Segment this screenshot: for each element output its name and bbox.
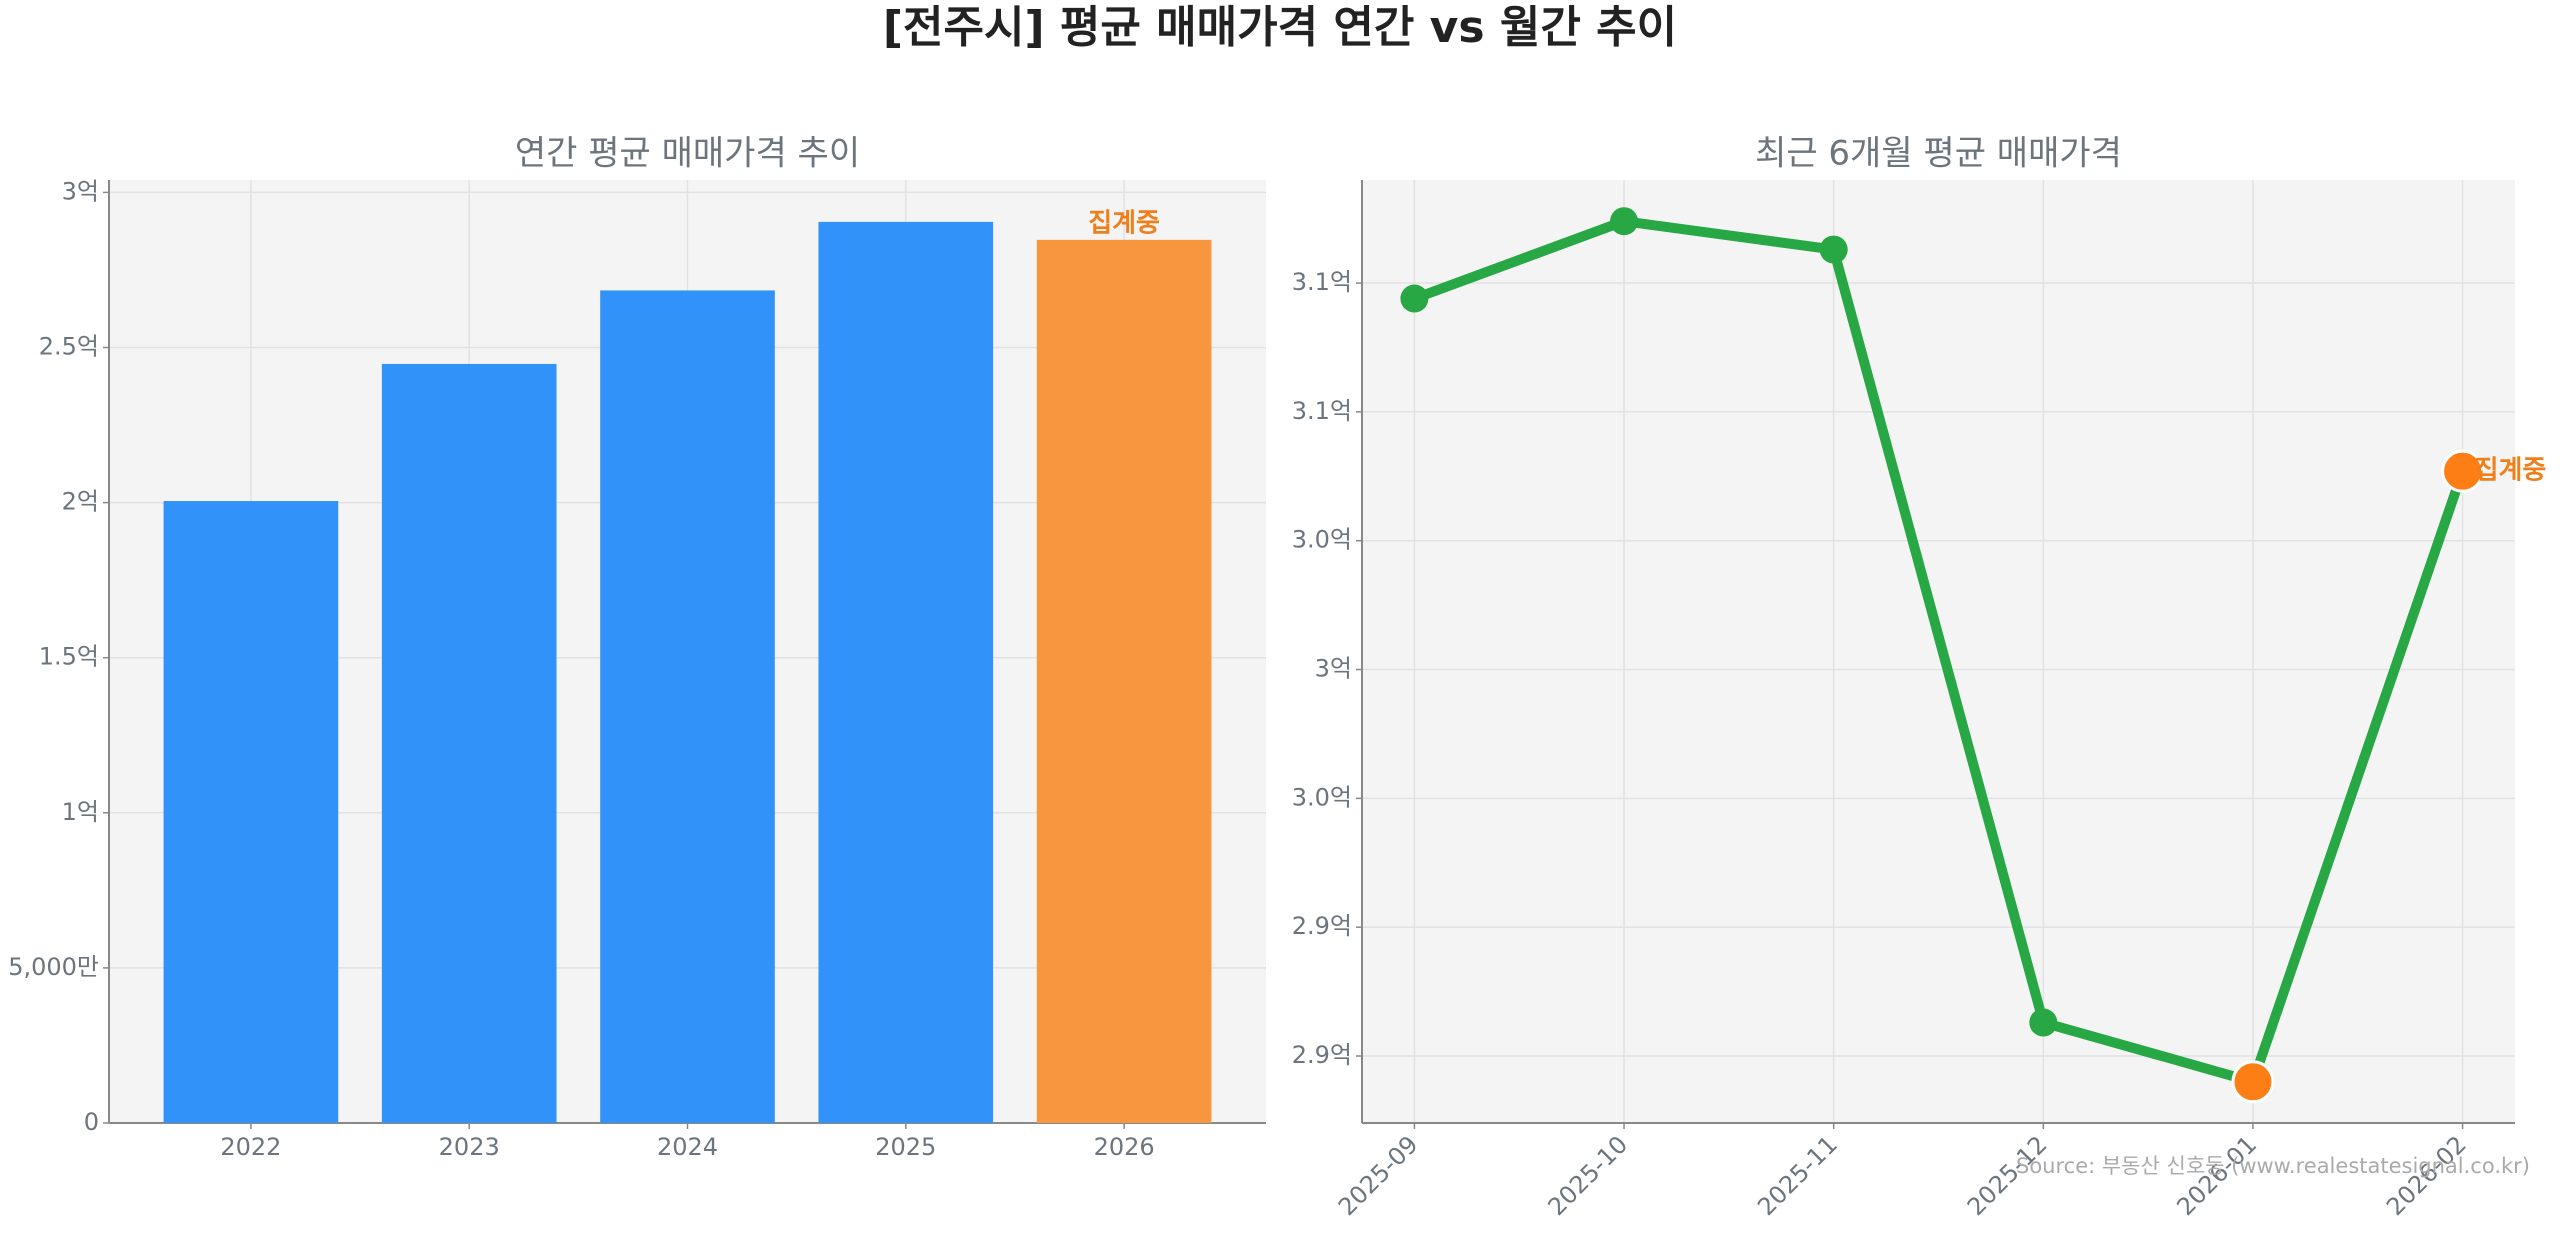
- y-tick-label: 2억: [62, 488, 99, 516]
- y-tick-label: 2.9억: [1292, 1041, 1352, 1069]
- y-tick-label: 2.9억: [1292, 912, 1352, 940]
- y-tick-label: 2.5억: [39, 333, 99, 361]
- x-tick-label: 2025-09: [1333, 1130, 1424, 1221]
- y-tick-label: 3억: [62, 177, 99, 205]
- x-tick-label: 2026: [1094, 1133, 1155, 1161]
- main-title: [전주시] 평균 매매가격 연간 vs 월간 추이: [883, 2, 1677, 53]
- y-tick-label: 3.0억: [1292, 526, 1352, 554]
- y-tick-label: 3억: [1315, 655, 1352, 683]
- x-tick-label: 2024: [657, 1133, 718, 1161]
- bar: [818, 221, 994, 1123]
- bar: [163, 501, 339, 1123]
- y-tick-label: 3.0억: [1292, 783, 1352, 811]
- x-tick-label: 2022: [220, 1133, 281, 1161]
- x-tick-label: 2023: [439, 1133, 500, 1161]
- y-tick-label: 1.5억: [39, 643, 99, 671]
- point: [1819, 235, 1848, 264]
- bar: [600, 290, 775, 1123]
- x-tick-label: 2025-11: [1752, 1130, 1843, 1221]
- y-tick-label: 1억: [62, 798, 99, 826]
- point: [2029, 1008, 2058, 1037]
- y-tick-label: 0: [84, 1108, 99, 1136]
- annotation: 집계중: [1088, 208, 1160, 238]
- x-tick-label: 2025: [875, 1133, 936, 1161]
- point: [2441, 449, 2485, 493]
- subplot-title: 최근 6개월 평균 매매가격: [1755, 134, 2122, 174]
- x-tick-label: 2025-10: [1543, 1130, 1634, 1221]
- point: [1400, 284, 1429, 313]
- bar: [1036, 239, 1212, 1123]
- subplot-title: 연간 평균 매매가격 추이: [515, 134, 860, 174]
- point: [1610, 207, 1639, 236]
- y-tick-label: 3.1억: [1292, 268, 1352, 296]
- y-tick-label: 3.1억: [1292, 397, 1352, 425]
- bar: [381, 363, 557, 1124]
- line: [1412, 216, 2468, 1087]
- annotation: 집계중: [2475, 456, 2547, 486]
- source: Source: 부동산 신호등 (www.realestatesignal.co…: [2016, 1154, 2530, 1178]
- y-tick-label: 5,000만: [8, 953, 99, 981]
- point: [2231, 1060, 2275, 1104]
